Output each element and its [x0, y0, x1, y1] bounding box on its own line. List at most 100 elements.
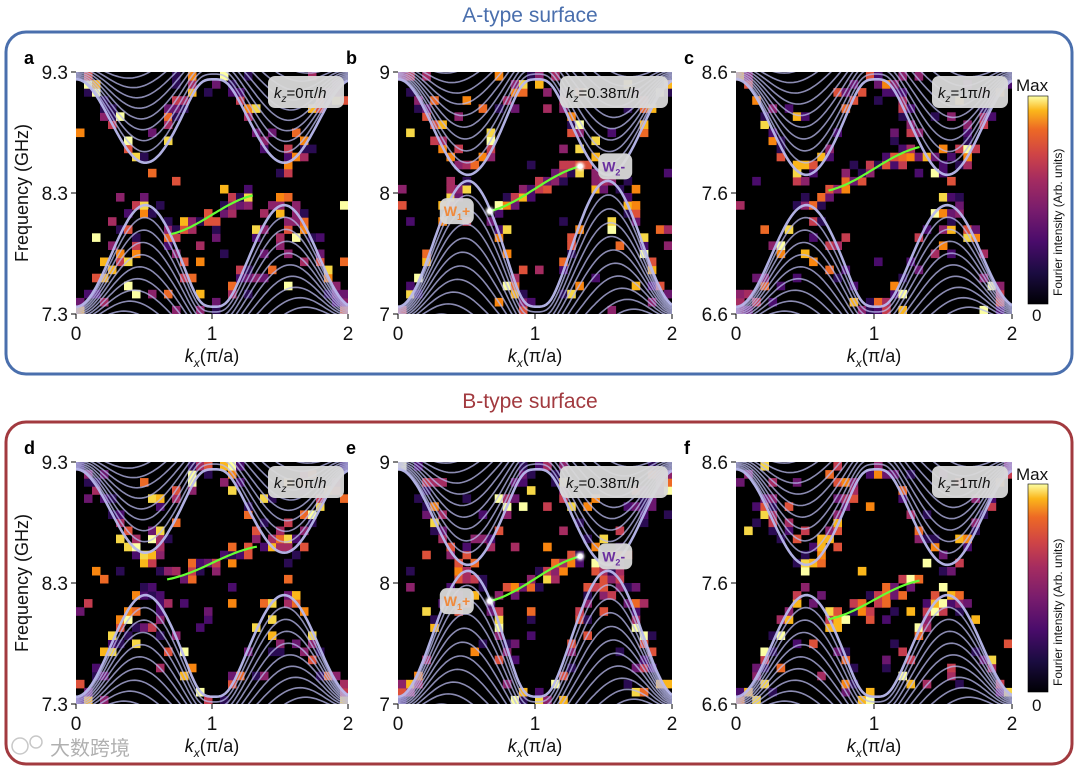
bulk-band-lower [752, 286, 1012, 314]
heatmap-cell [817, 152, 826, 162]
kz-label: kz=0π/h [274, 85, 326, 105]
heatmap-cell [244, 542, 253, 552]
kz-value: =1π/ [951, 85, 983, 102]
heatmap-cell [260, 599, 269, 608]
heatmap-cell [244, 201, 253, 210]
heatmap-cell [124, 209, 133, 218]
heatmap-cell [760, 112, 769, 121]
heatmap-cell [882, 80, 891, 89]
heatmap-cell [164, 120, 173, 129]
heatmap-cell [768, 478, 778, 487]
heatmap-cell [825, 152, 834, 162]
heatmap-cell [406, 217, 415, 226]
weyl-label-box [598, 543, 633, 570]
heatmap-cell [228, 281, 237, 291]
heatmap-cell [567, 639, 576, 649]
heatmap-cell [906, 470, 916, 479]
bulk-band-upper [76, 412, 348, 457]
bulk-band-lower [76, 216, 348, 313]
heatmap-cell [833, 526, 842, 536]
heatmap-cell [454, 112, 463, 121]
heatmap-cell [857, 305, 867, 314]
heatmap-cell [244, 184, 253, 194]
heatmap-cell [591, 273, 600, 283]
heatmap-cell [76, 607, 85, 616]
bulk-band-lower [107, 306, 331, 314]
heatmap-cell [228, 558, 237, 568]
heatmap-cell [631, 281, 641, 291]
plot-background [76, 462, 348, 704]
colorbar-bottom-gradient [1027, 483, 1049, 693]
heatmap-cell [116, 639, 125, 649]
heatmap-cell [284, 152, 293, 162]
heatmap-cell [841, 168, 851, 178]
heatmap-cell [172, 233, 181, 242]
heatmap-cell [284, 558, 293, 568]
heatmap-cell [172, 176, 181, 186]
heatmap-cell [971, 647, 980, 657]
heatmap-cell [220, 184, 229, 194]
heatmap-cell [898, 574, 907, 584]
x-tick-label: 2 [343, 324, 354, 345]
heatmap-cell [526, 615, 536, 624]
heatmap-cell [906, 607, 916, 616]
heatmap-cell [260, 209, 269, 218]
heatmap-cell [276, 542, 285, 552]
heatmap-cell [857, 176, 867, 186]
heatmap-cell [526, 470, 536, 479]
section-a-frame [4, 30, 1074, 376]
heatmap-cell [132, 152, 141, 162]
heatmap-cell [760, 225, 769, 234]
colorbar-bottom-min: 0 [1032, 696, 1041, 715]
heatmap-cell [647, 297, 657, 307]
heatmap-cell [615, 241, 625, 250]
y-tick-label: 9 [379, 63, 390, 84]
heatmap-cell [92, 233, 101, 242]
heatmap-cell [156, 566, 165, 576]
heatmap-cell [631, 687, 641, 697]
heatmap-cell [502, 639, 512, 649]
heatmap-cell [800, 550, 810, 560]
bulk-band-upper [736, 417, 1012, 459]
heatmap-cell [518, 184, 528, 194]
heatmap-cell [663, 289, 672, 299]
heatmap-cell [292, 201, 301, 210]
heatmap-cell [332, 671, 341, 681]
heatmap-cell [938, 607, 948, 616]
bulk-band-lower [76, 654, 348, 704]
bulk-band-lower [76, 593, 348, 698]
heatmap-cell [623, 193, 633, 202]
y-tick-label: 8 [379, 184, 390, 205]
x-axis-unit: (π/a) [523, 346, 562, 366]
heatmap-cell [462, 96, 472, 105]
weyl-label-main: W [444, 203, 458, 219]
heatmap-cell [874, 305, 883, 314]
kz-label-box [560, 466, 668, 498]
heatmap-cell [494, 209, 504, 218]
heatmap-cell [446, 550, 455, 560]
heatmap-cell [567, 160, 576, 170]
heatmap-cell [92, 486, 101, 495]
heatmap-cell [108, 241, 117, 250]
heatmap-cell [478, 510, 488, 519]
x-axis-sub: x [855, 746, 863, 760]
bulk-band-upper [736, 462, 1012, 531]
heatmap-cell [518, 695, 528, 704]
heatmap-cell [406, 583, 415, 592]
heatmap-cell [164, 647, 173, 657]
heatmap-cell [631, 184, 641, 194]
y-tick-label: 8 [379, 574, 390, 595]
heatmap-cell [292, 591, 301, 600]
bulk-band-upper [736, 72, 1012, 130]
heatmap-cell [204, 209, 213, 218]
heatmap-cell [172, 80, 181, 89]
bulk-band-lower [435, 698, 654, 704]
heatmap-cell [543, 574, 552, 584]
heatmap-cell [76, 297, 85, 307]
kz-label: kz=0.38π/h [566, 475, 639, 495]
heatmap-cell [971, 225, 980, 234]
heatmap-cell [406, 281, 415, 291]
heatmap-cell [172, 249, 181, 259]
heatmap-cell [462, 550, 472, 560]
heatmap-cell [874, 96, 883, 105]
